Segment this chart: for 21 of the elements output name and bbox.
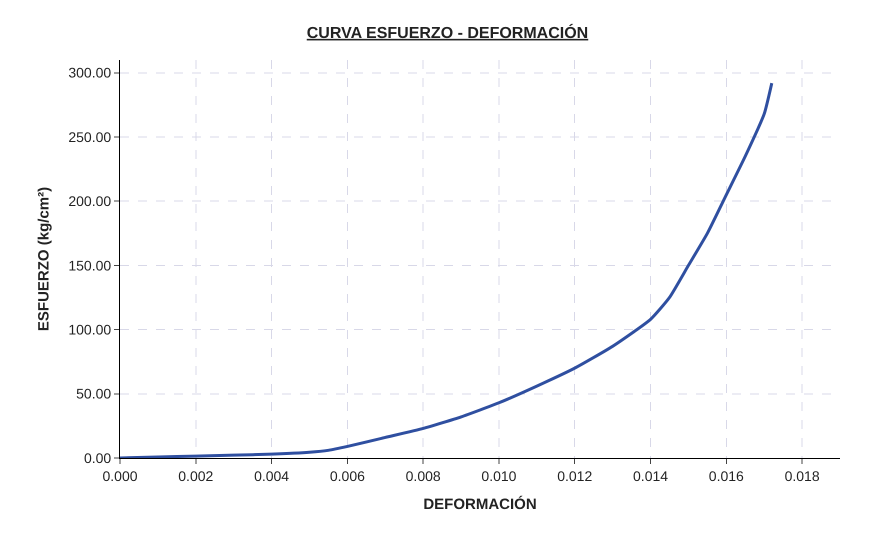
x-tick-label: 0.004 — [254, 468, 290, 484]
y-axis-title: ESFUERZO (kg/cm²) — [36, 186, 53, 332]
x-tick-label: 0.012 — [557, 468, 592, 484]
x-tick-label: 0.006 — [330, 468, 366, 484]
x-tick-label: 0.018 — [784, 468, 820, 484]
y-tick-label: 150.00 — [68, 257, 112, 274]
y-tick-label: 250.00 — [68, 128, 112, 145]
line-series — [120, 82, 774, 458]
y-tick-label: 0.00 — [84, 450, 112, 466]
y-tick-label: 300.00 — [68, 64, 112, 81]
chart-title: CURVA ESFUERZO - DEFORMACIÓN — [306, 22, 588, 42]
x-axis-title: DEFORMACIÓN — [423, 494, 537, 513]
y-tick-label: 100.00 — [68, 322, 112, 338]
x-tick-label: 0.000 — [102, 468, 138, 484]
y-tick-label: 50.00 — [76, 386, 112, 402]
y-tick-label: 200.00 — [68, 193, 112, 210]
x-tick-label: 0.014 — [633, 468, 668, 484]
x-tick-label: 0.010 — [481, 468, 517, 484]
x-tick-label: 0.016 — [708, 468, 744, 484]
x-tick-label: 0.008 — [406, 468, 441, 484]
x-tick-label: 0.002 — [178, 468, 214, 484]
